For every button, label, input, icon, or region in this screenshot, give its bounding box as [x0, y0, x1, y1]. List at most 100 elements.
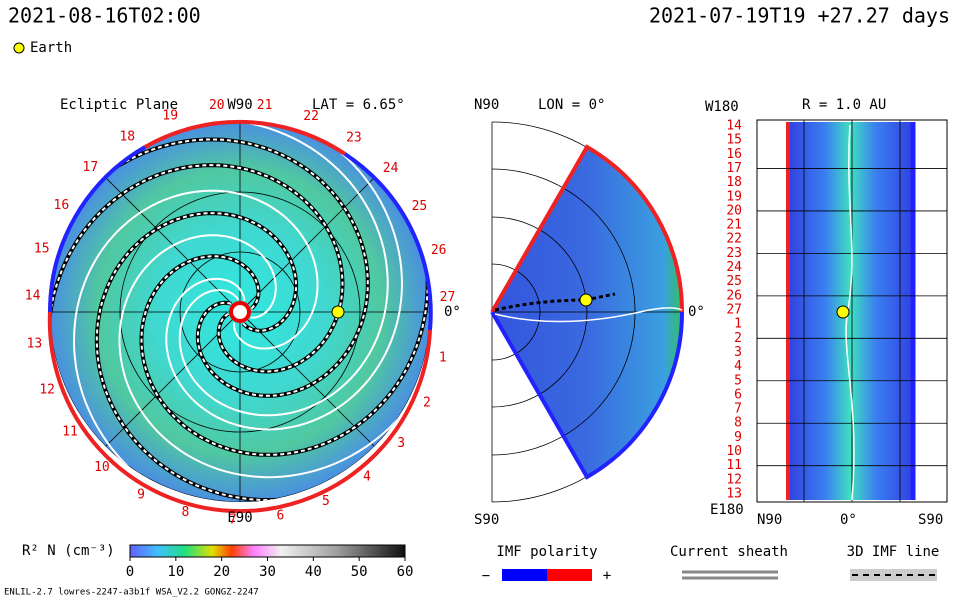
day-label: 1	[734, 317, 742, 332]
earth-icon	[13, 42, 25, 54]
day-label: 21	[726, 218, 742, 233]
day-label: 24	[726, 260, 742, 275]
day-label: 2	[734, 331, 742, 346]
colorbar-ticks: 0 10 20 30 40 50 60	[126, 557, 414, 580]
run-time: 2021-07-19T19 +27.27 days	[649, 4, 950, 28]
day-label: 10	[94, 460, 110, 475]
timestamp: 2021-08-16T02:00	[8, 4, 201, 28]
day-label: 14	[25, 289, 41, 304]
sheath	[494, 307, 683, 323]
neg-swatch	[502, 569, 547, 581]
spiral	[140, 128, 429, 456]
day-label: 8	[182, 505, 190, 520]
day-label: 20	[209, 98, 225, 113]
day-label: 5	[734, 373, 742, 388]
day-label: 23	[346, 130, 362, 145]
boundary	[490, 311, 685, 480]
day-label: 8	[734, 416, 742, 431]
legend-title: IMF polarity	[496, 544, 597, 560]
footer: ENLIL-2.7 lowres-2247-a3b1f WSA_V2.2 GON…	[4, 588, 259, 598]
day-label: 11	[62, 424, 78, 439]
day-label: 18	[726, 175, 742, 190]
day-label: 24	[383, 161, 399, 176]
radial-map	[788, 122, 913, 500]
w180: W180	[705, 99, 739, 115]
boundary	[490, 144, 685, 313]
day-label: 6	[276, 509, 284, 524]
line-swatch	[850, 569, 937, 581]
spiral	[50, 164, 344, 478]
day-label: 7	[734, 402, 742, 417]
grid	[757, 120, 947, 502]
lon: LON = 0°	[538, 97, 605, 113]
day-label: 22	[726, 232, 742, 247]
spiral	[78, 122, 389, 417]
s90: S90	[474, 512, 499, 528]
tick-label: 30	[259, 564, 276, 580]
tick-label: 50	[351, 564, 368, 580]
x-label: S90	[918, 512, 943, 528]
day-label: 16	[54, 198, 70, 213]
day-label: 16	[726, 147, 742, 162]
x-label: N90	[757, 512, 782, 528]
day-label: 14	[726, 119, 742, 134]
boundary	[343, 152, 433, 331]
pos-swatch	[547, 569, 592, 581]
day-label: 10	[726, 444, 742, 459]
day-label: 19	[162, 109, 178, 124]
tick-label: 20	[213, 564, 230, 580]
tick-label: 0	[126, 564, 134, 580]
legend-title: 3D IMF line	[847, 544, 940, 560]
day-label: 1	[439, 351, 447, 366]
e90: E90	[227, 510, 252, 526]
e180: E180	[710, 502, 744, 518]
lat: LAT = 6.65°	[312, 97, 405, 113]
n90: N90	[474, 97, 499, 113]
colorbar	[129, 544, 406, 558]
day-label: 7	[229, 512, 237, 527]
sheath-swatch	[682, 570, 778, 580]
plus: +	[603, 568, 611, 584]
spiral	[165, 122, 404, 431]
day-label: 27	[440, 290, 456, 305]
day-label: 11	[726, 458, 742, 473]
day-label: 25	[412, 199, 428, 214]
imf-line	[494, 292, 616, 312]
day-label: 2	[423, 396, 431, 411]
colorbar-label: R² N (cm⁻³)	[22, 543, 115, 559]
tick-label: 60	[397, 564, 414, 580]
day-label: 9	[734, 430, 742, 445]
day-label: 5	[322, 494, 330, 509]
boundary	[47, 311, 432, 514]
panel-title: R = 1.0 AU	[802, 97, 886, 113]
day-label: 3	[734, 345, 742, 360]
day-label: 3	[397, 436, 405, 451]
day-label: 26	[431, 243, 447, 258]
tick-label: 10	[167, 564, 184, 580]
day-label: 26	[726, 288, 742, 303]
day-label: 13	[27, 336, 43, 351]
day-label: 4	[363, 469, 371, 484]
minus: −	[482, 568, 490, 584]
sun	[229, 301, 251, 323]
day-label: 9	[137, 487, 145, 502]
tick-label: 40	[305, 564, 322, 580]
zero: 0°	[444, 304, 461, 320]
day-label: 27	[726, 303, 742, 318]
spiral	[72, 189, 319, 502]
boundary	[47, 145, 147, 313]
earth	[836, 305, 850, 319]
panel-title: Ecliptic Plane	[60, 97, 178, 113]
day-label: 12	[39, 382, 55, 397]
day-label: 20	[726, 203, 742, 218]
day-label: 17	[83, 160, 99, 175]
day-label: 18	[119, 130, 135, 145]
day-label: 23	[726, 246, 742, 261]
day-label: 17	[726, 161, 742, 176]
legend-title: Current sheath	[670, 544, 788, 560]
day-label: 15	[34, 242, 50, 257]
day-label: 12	[726, 472, 742, 487]
zero: 0°	[688, 304, 705, 320]
day-label: 15	[726, 133, 742, 148]
